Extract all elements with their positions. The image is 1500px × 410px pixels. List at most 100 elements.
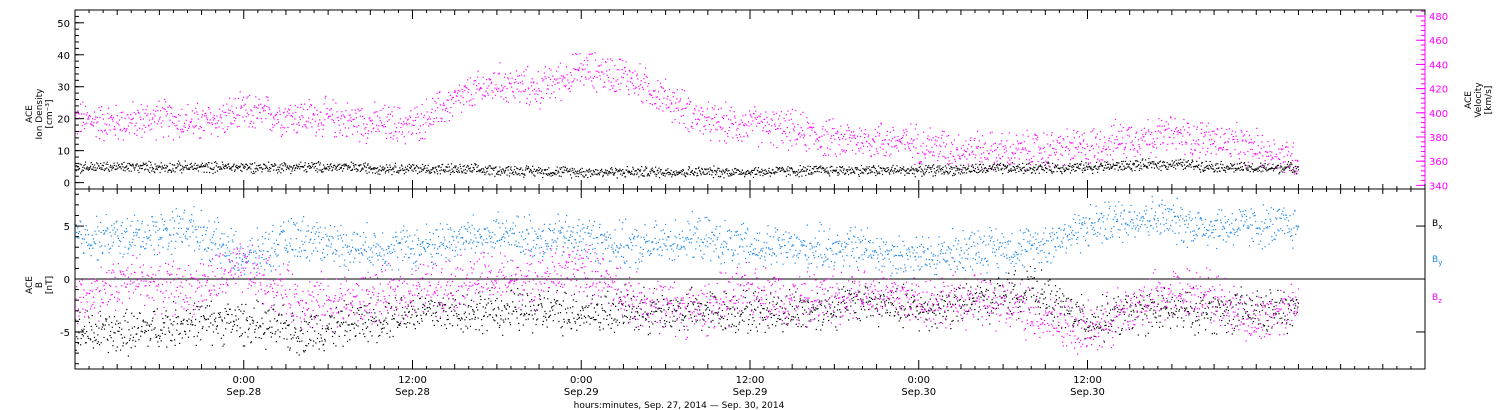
data-point	[488, 85, 490, 87]
data-point	[910, 166, 912, 168]
data-point	[800, 127, 802, 129]
data-point	[691, 169, 693, 172]
data-point	[1207, 147, 1209, 150]
data-point	[328, 116, 330, 118]
data-point	[872, 139, 874, 141]
data-point	[783, 117, 785, 119]
data-point	[789, 140, 791, 142]
data-point	[1111, 125, 1113, 127]
data-point	[1261, 141, 1263, 143]
data-point	[534, 98, 537, 100]
data-point	[747, 136, 749, 138]
data-point	[890, 153, 892, 155]
data-point	[291, 123, 293, 125]
data-point	[1047, 161, 1049, 163]
data-point	[1277, 167, 1279, 169]
data-point	[95, 323, 97, 325]
data-point	[1291, 163, 1293, 166]
data-point	[808, 148, 810, 150]
data-point	[310, 166, 312, 169]
data-point	[770, 171, 772, 174]
data-point	[512, 90, 514, 92]
data-point	[548, 76, 550, 78]
data-point	[986, 169, 988, 171]
data-point	[196, 164, 198, 167]
data-point	[232, 112, 235, 114]
data-point	[682, 168, 684, 171]
data-point	[187, 127, 190, 129]
data-point	[759, 171, 761, 173]
data-point	[235, 167, 237, 169]
data-point	[1041, 162, 1043, 164]
data-point	[149, 167, 151, 169]
data-point	[1280, 170, 1282, 172]
data-point	[497, 171, 499, 173]
data-point	[400, 122, 403, 125]
data-point	[522, 173, 524, 175]
data-point	[93, 332, 95, 334]
data-point	[85, 114, 87, 116]
data-point	[388, 171, 390, 173]
data-point	[855, 153, 857, 155]
data-point	[645, 75, 647, 77]
data-point	[189, 126, 191, 128]
data-point	[401, 133, 403, 135]
data-point	[553, 78, 555, 80]
data-point	[1134, 160, 1137, 162]
data-point	[826, 172, 829, 174]
data-point	[115, 134, 117, 136]
data-point	[91, 329, 93, 331]
data-point	[641, 100, 643, 102]
data-point	[905, 170, 907, 172]
data-point	[627, 80, 629, 82]
data-point	[191, 165, 193, 167]
data-point	[1052, 147, 1054, 149]
data-point	[323, 167, 325, 170]
data-point	[181, 165, 183, 167]
data-point	[352, 162, 354, 164]
data-point	[1231, 164, 1233, 166]
data-point	[1283, 167, 1285, 169]
data-point	[200, 166, 202, 168]
data-point	[140, 118, 142, 121]
data-point	[301, 115, 303, 117]
data-point	[765, 170, 767, 172]
data-point	[626, 73, 628, 75]
data-point	[616, 90, 618, 92]
data-point	[1141, 129, 1143, 131]
data-point	[1155, 164, 1157, 166]
data-point	[134, 167, 136, 169]
data-point	[488, 78, 490, 80]
data-point	[1084, 167, 1086, 169]
data-point	[1210, 152, 1212, 154]
left-tick-label: -5	[60, 328, 70, 339]
data-point	[822, 125, 824, 128]
left-tick-label: 5	[64, 222, 70, 233]
data-point	[1143, 166, 1145, 168]
data-point	[112, 340, 114, 342]
data-point	[84, 163, 86, 166]
data-point	[1183, 164, 1186, 166]
data-point	[1213, 170, 1216, 173]
data-point	[1227, 166, 1229, 168]
data-point	[1264, 163, 1266, 165]
data-point	[641, 166, 643, 168]
data-point	[792, 172, 795, 174]
data-point	[478, 170, 480, 172]
data-point	[885, 171, 887, 173]
data-point	[437, 107, 439, 109]
data-point	[1084, 169, 1087, 171]
data-point	[930, 139, 933, 141]
data-point	[382, 107, 384, 110]
data-point	[1013, 169, 1015, 171]
data-point	[727, 118, 730, 120]
data-point	[801, 175, 803, 177]
data-point	[316, 114, 319, 116]
data-point	[932, 137, 934, 139]
data-point	[425, 170, 428, 172]
data-point	[267, 99, 269, 101]
data-point	[572, 80, 574, 82]
data-point	[1135, 166, 1137, 168]
data-point	[968, 165, 970, 167]
data-point	[853, 131, 855, 133]
